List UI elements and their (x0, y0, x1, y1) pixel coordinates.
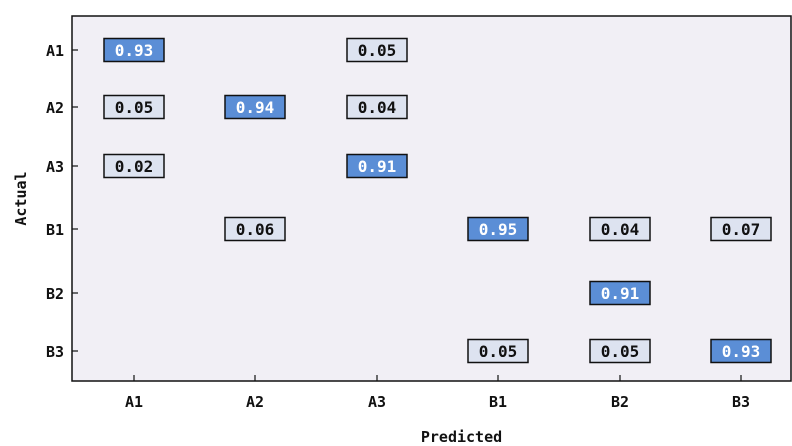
x-tick-label: A3 (368, 393, 386, 411)
y-tick-label: A2 (46, 99, 64, 117)
matrix-cell-label: 0.04 (601, 220, 640, 239)
y-tick-label: B1 (46, 221, 64, 239)
matrix-cell: 0.06 (224, 216, 286, 242)
matrix-cell: 0.91 (589, 280, 651, 306)
matrix-cell-box (710, 338, 772, 364)
matrix-cell-label: 0.94 (236, 98, 275, 117)
matrix-cell: 0.02 (103, 153, 165, 179)
matrix-cell-label: 0.91 (601, 284, 640, 303)
matrix-cell-label: 0.02 (115, 157, 154, 176)
x-axis-ticks: A1 A2 A3 B1 B2 B3 (125, 375, 750, 411)
matrix-cell: 0.93 (103, 37, 165, 63)
matrix-cell-box (467, 338, 529, 364)
x-tick-label: B2 (611, 393, 629, 411)
matrix-cell-label: 0.93 (115, 41, 154, 60)
y-tick-label: B3 (46, 343, 64, 361)
matrix-cell-box (467, 216, 529, 242)
matrix-cell: 0.05 (589, 338, 651, 364)
x-tick-label: B3 (732, 393, 750, 411)
matrix-cell-label: 0.05 (601, 342, 640, 361)
y-axis-ticks: A1 A2 A3 B1 B2 B3 (46, 42, 78, 361)
y-axis-title: Actual (12, 171, 30, 225)
matrix-cell-box (710, 216, 772, 242)
matrix-cell-label: 0.91 (358, 157, 397, 176)
matrix-cell-box (346, 153, 408, 179)
x-tick-label: B1 (489, 393, 507, 411)
y-tick-label: A1 (46, 42, 64, 60)
matrix-cell-label: 0.05 (479, 342, 518, 361)
plot-area (71, 15, 792, 382)
matrix-cell: 0.04 (589, 216, 651, 242)
matrix-cell-label: 0.05 (358, 41, 397, 60)
matrix-cell-box (346, 94, 408, 120)
matrix-cell: 0.91 (346, 153, 408, 179)
x-tick-label: A1 (125, 393, 143, 411)
matrix-cell-label: 0.93 (722, 342, 761, 361)
x-tick-label: A2 (246, 393, 264, 411)
matrix-cell: 0.07 (710, 216, 772, 242)
matrix-cell-box (346, 37, 408, 63)
matrix-cell-box (103, 94, 165, 120)
matrix-cell-label: 0.95 (479, 220, 518, 239)
matrix-cell-box (224, 216, 286, 242)
matrix-cell-label: 0.07 (722, 220, 761, 239)
matrix-cell-box (103, 37, 165, 63)
y-tick-label: A3 (46, 158, 64, 176)
matrix-cell: 0.05 (103, 94, 165, 120)
matrix-cell: 0.05 (346, 37, 408, 63)
matrix-cell: 0.95 (467, 216, 529, 242)
x-axis-title: Predicted (421, 428, 502, 446)
matrix-cell-box (103, 153, 165, 179)
matrix-cell: 0.93 (710, 338, 772, 364)
y-tick-label: B2 (46, 285, 64, 303)
matrix-cell: 0.05 (467, 338, 529, 364)
matrix-cell: 0.94 (224, 94, 286, 120)
cells-group: 0.93 0.05 0.05 0.94 0.04 0.02 0.91 0.06 0.95 0.04… (103, 37, 772, 364)
matrix-cell-box (589, 338, 651, 364)
matrix-cell-box (589, 280, 651, 306)
matrix-cell: 0.04 (346, 94, 408, 120)
matrix-cell-box (224, 94, 286, 120)
matrix-cell-label: 0.05 (115, 98, 154, 117)
matrix-cell-box (589, 216, 651, 242)
matrix-cell-label: 0.04 (358, 98, 397, 117)
matrix-cell-label: 0.06 (236, 220, 275, 239)
